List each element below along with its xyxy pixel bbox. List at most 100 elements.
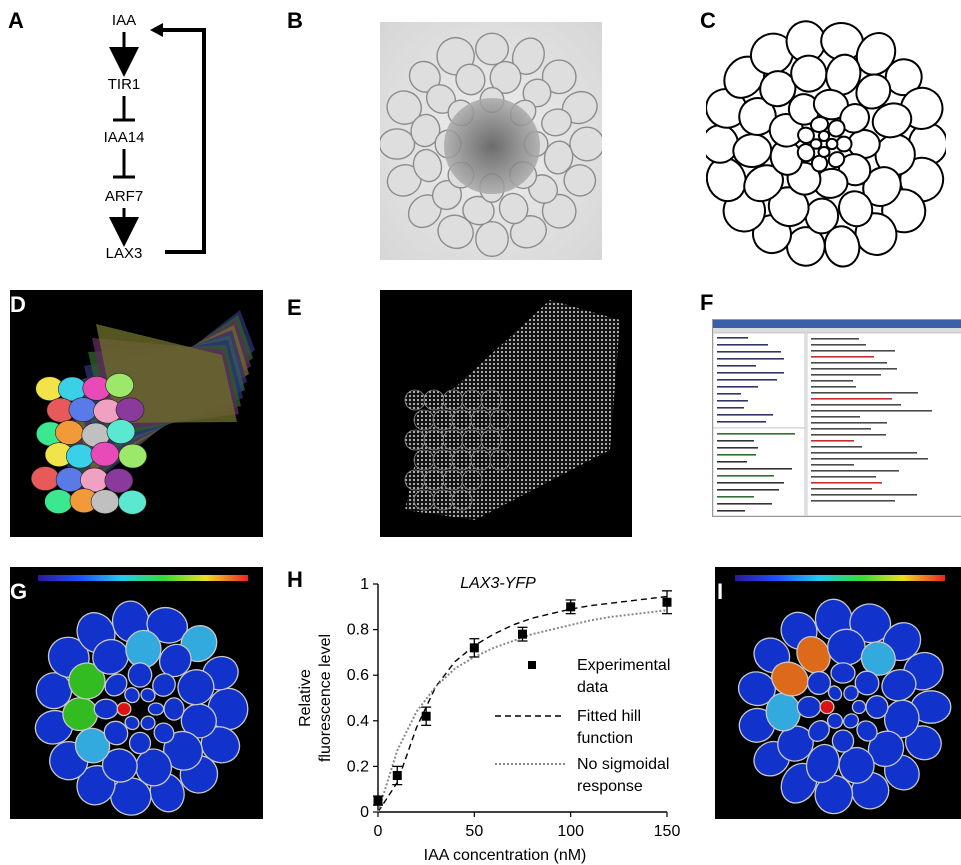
mesh-cell [451,409,473,431]
data-point [392,771,402,781]
cell [105,373,134,398]
cell [55,420,84,445]
mesh-cell [404,389,426,411]
cell [106,419,136,444]
legend-label: data [577,679,608,696]
x-axis-label: IAA concentration (nM) [424,847,587,864]
cell [127,662,153,688]
mesh-cell [480,429,502,451]
cell [806,670,832,696]
x-tick-label: 50 [465,823,483,840]
panel-label-h: H [287,567,303,592]
data-point [373,796,383,806]
legend-marker [528,661,536,669]
cell [140,687,156,703]
cell [826,712,844,729]
x-tick-label: 0 [374,823,383,840]
data-point [662,597,672,607]
y-tick-label: 1 [360,576,369,593]
panel-label-f: F [700,290,714,315]
cell [838,746,875,784]
cell [830,662,856,684]
cell [871,102,913,139]
cell [128,731,152,755]
panel-label-c: C [700,8,716,33]
mesh-cell [413,449,435,471]
cell [706,124,739,164]
mesh-cell [451,489,473,511]
cell [475,220,509,257]
cell [115,397,145,423]
root-micrograph [380,22,602,260]
pathway-diagram: IAA TIR1 IAA14 ARF7 LAX3 [104,12,206,262]
mesh-cell [461,469,483,491]
cell [475,32,509,66]
cell [808,720,830,742]
cell [55,467,85,492]
y-tick-label: 0.6 [347,667,369,684]
cell [817,130,831,142]
y-axis-label: Relative fluorescence level [297,634,334,762]
heatmap-i: I [715,567,961,819]
cell [771,661,809,697]
cell [838,190,874,228]
cell [831,729,855,753]
mesh-cell [480,389,502,411]
cell [124,715,140,731]
cell [498,192,529,225]
cell [843,713,859,729]
cell [80,467,109,493]
cell [412,148,443,183]
cell [541,108,572,137]
mesh-cell [404,469,426,491]
legend-label: function [577,730,633,747]
panel-label-b: B [287,8,303,33]
cell [455,63,486,96]
y-tick-label: 0.2 [347,758,369,775]
node-iaa: IAA [112,12,136,29]
cell [44,489,73,514]
cell [116,701,132,717]
cell [851,699,867,715]
y-tick-label: 0.8 [347,622,369,639]
cell [809,138,823,150]
cell [140,715,156,731]
legend-label: Fitted hill [577,708,641,725]
cell [856,720,878,742]
cell-outline-drawing [706,20,946,268]
panel-label-i: I [717,579,724,604]
cell [30,466,60,491]
cell [843,685,859,702]
software-screenshot [712,319,961,517]
mesh-cell [461,429,483,451]
cell [854,670,880,696]
panel-label-d: D [10,292,26,317]
mesh-cell [461,389,483,411]
cell [543,140,574,175]
mesh-cell [432,449,454,471]
mesh-cell [451,449,473,471]
node-lax3: LAX3 [106,245,143,262]
mesh-cell [423,469,445,491]
cell [118,443,148,469]
cell [737,671,776,707]
mesh-cell [470,449,492,471]
cell [805,743,840,784]
cell [65,443,95,469]
data-point [518,629,527,639]
data-point [566,602,576,612]
y-tick-label: 0 [360,804,369,821]
panel-label-g: G [10,579,28,604]
cell [790,54,828,93]
mesh-cell [489,449,511,471]
cell [124,686,140,704]
cell [380,128,416,160]
cell [118,489,147,515]
heatmap-g: G [10,567,263,819]
cell [835,135,853,153]
mesh-cell [423,429,445,451]
mesh-cell [442,429,464,451]
mesh-cell [432,489,454,511]
cell [814,774,854,815]
panel-label-a: A [8,8,24,33]
